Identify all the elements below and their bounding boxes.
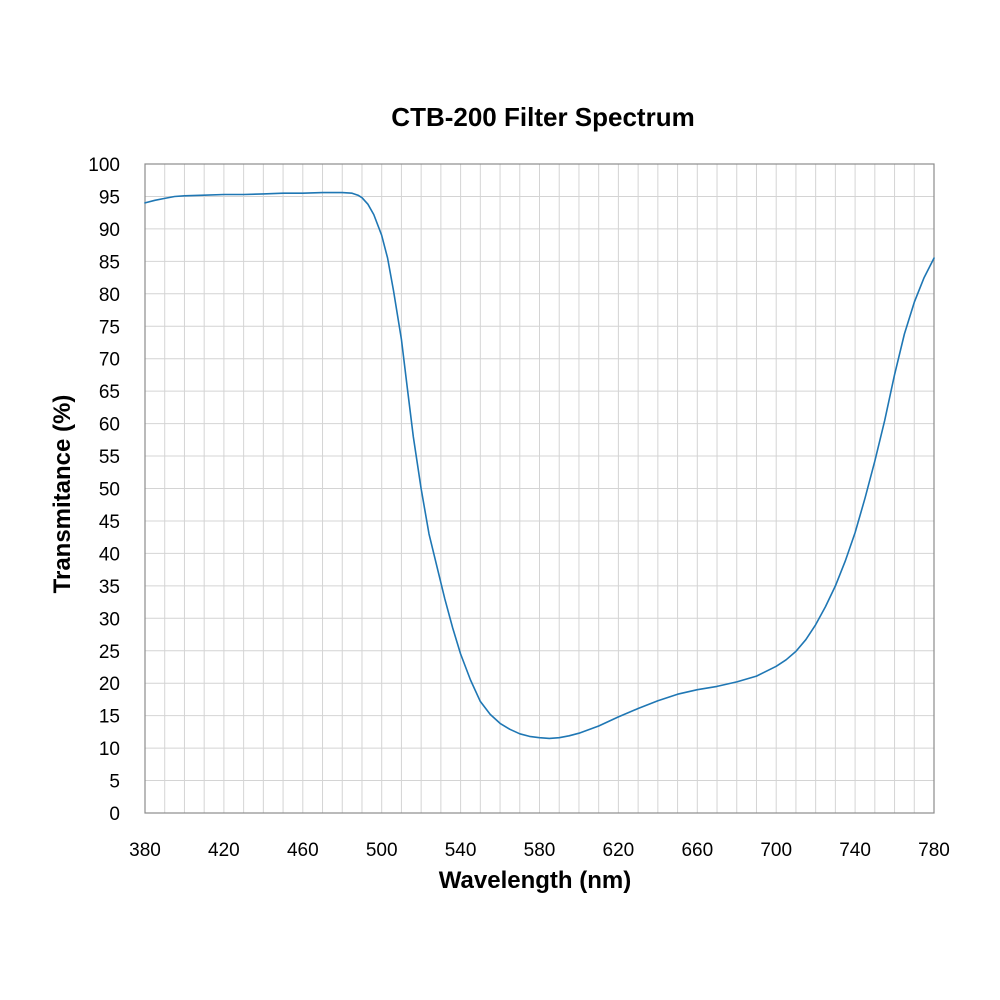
y-tick-label: 15 (99, 707, 120, 728)
series-line-0 (144, 191, 935, 740)
y-tick-label: 50 (99, 480, 120, 501)
x-axis-label: Wavelength (nm) (439, 867, 631, 894)
y-tick-label: 85 (99, 252, 120, 273)
x-tick-label: 540 (445, 840, 477, 861)
y-tick-label: 75 (99, 317, 120, 338)
x-tick-label: 420 (208, 840, 240, 861)
y-tick-label: 90 (99, 220, 120, 241)
x-tick-label: 580 (524, 840, 556, 861)
y-tick-label: 45 (99, 512, 120, 533)
x-tick-label: 620 (603, 840, 635, 861)
y-axis-label: Transmitance (%) (49, 395, 76, 594)
plot-area (144, 163, 935, 814)
y-tick-label: 5 (109, 772, 120, 793)
y-tick-label: 30 (99, 609, 120, 630)
y-tick-label: 55 (99, 447, 120, 468)
y-tick-label: 70 (99, 350, 120, 371)
y-tick-label: 40 (99, 544, 120, 565)
x-tick-label: 500 (366, 840, 398, 861)
y-tick-label: 25 (99, 642, 120, 663)
chart-title: CTB-200 Filter Spectrum (391, 102, 694, 132)
y-tick-label: 10 (99, 739, 120, 760)
x-tick-label: 740 (839, 840, 871, 861)
y-tick-label: 65 (99, 382, 120, 403)
x-tick-label: 660 (681, 840, 713, 861)
grid (145, 164, 934, 813)
x-axis: 380 420 460 500 540 580 620 660 700 740 780 (129, 840, 950, 861)
y-axis: 0 5 10 15 20 25 30 35 40 45 50 55 60 65 70 75 80 85 90 95 10… (88, 155, 120, 825)
y-tick-label: 0 (109, 804, 120, 825)
y-tick-label: 95 (99, 187, 120, 208)
x-tick-label: 380 (129, 840, 161, 861)
y-tick-label: 20 (99, 674, 120, 695)
y-tick-label: 60 (99, 415, 120, 436)
x-tick-label: 700 (760, 840, 792, 861)
y-tick-label: 100 (88, 155, 120, 176)
series-layer (144, 191, 935, 740)
x-tick-label: 460 (287, 840, 319, 861)
y-tick-label: 35 (99, 577, 120, 598)
y-tick-label: 80 (99, 285, 120, 306)
x-tick-label: 780 (918, 840, 950, 861)
